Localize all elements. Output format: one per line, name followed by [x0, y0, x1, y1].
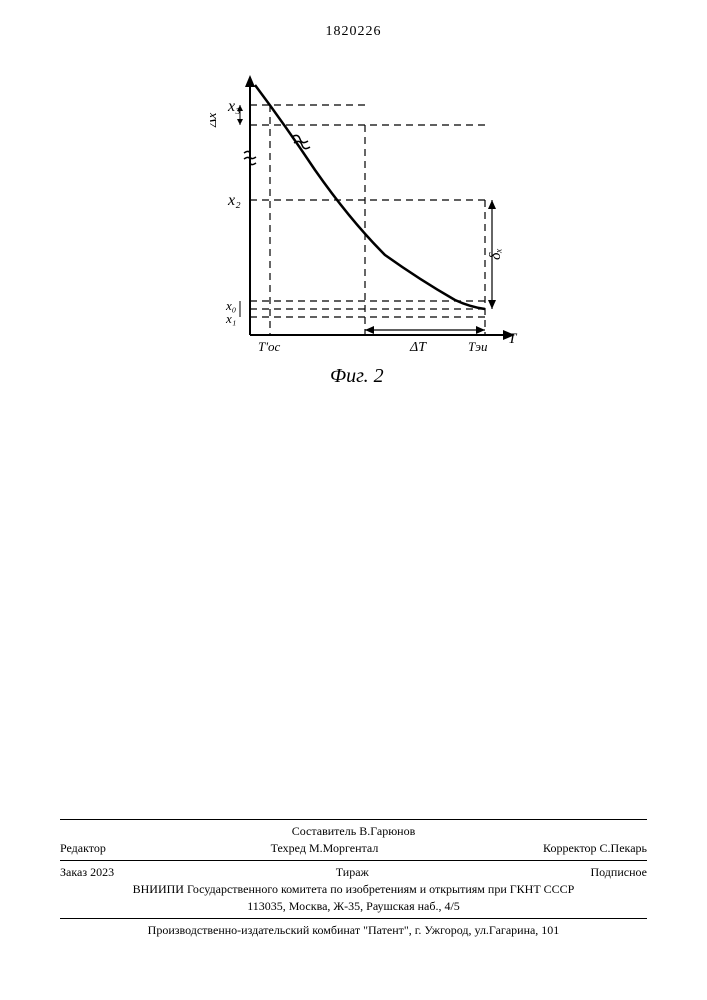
footer-corrector: Корректор С.Пекарь — [543, 841, 647, 856]
y-label-x1: x₁ — [225, 311, 236, 326]
footer-circulation: Тираж — [336, 865, 369, 880]
x-axis-label: T — [508, 331, 518, 347]
tech-editor-label: Техред — [271, 841, 306, 855]
tech-editor-name: М.Моргентал — [309, 841, 378, 855]
footer-tech-editor: Техред М.Моргентал — [271, 841, 379, 856]
footer-editor: Редактор — [60, 841, 106, 856]
corrector-label: Корректор — [543, 841, 597, 855]
order-label: Заказ — [60, 865, 87, 879]
footer-org1: ВНИИПИ Государственного комитета по изоб… — [60, 882, 647, 897]
figure-caption: Фиг. 2 — [330, 365, 384, 388]
y-label-dx: Δx — [210, 112, 220, 128]
footer-credits-row2: Редактор Техред М.Моргентал Корректор С.… — [60, 841, 647, 856]
compiler-label: Составитель — [292, 824, 356, 838]
page-number: 1820226 — [326, 24, 382, 40]
footer-order: Заказ 2023 — [60, 865, 114, 880]
order-number: 2023 — [90, 865, 114, 879]
x-label-dt: ΔT — [409, 340, 427, 355]
corrector-name: С.Пекарь — [600, 841, 647, 855]
x-label-tei: Tэи — [468, 339, 488, 354]
y-label-x2: x₂ — [227, 192, 241, 209]
figure-svg: δₓ x₃ Δx x₂ x₀ x₁ T'ос ΔT Tэи T — [210, 65, 530, 365]
compiler-name: В.Гарюнов — [359, 824, 415, 838]
curve-break-mark — [292, 135, 310, 148]
y-axis-break-mark — [244, 151, 256, 164]
footer: Составитель В.Гарюнов Редактор Техред М.… — [60, 815, 647, 940]
footer-compiler: Составитель В.Гарюнов — [292, 824, 416, 839]
delta-t-arrow-l — [365, 326, 374, 334]
dx-bracket-bot — [237, 119, 243, 125]
footer-org2: 113035, Москва, Ж-35, Раушская наб., 4/5 — [60, 899, 647, 914]
delta-x-arrow-top — [488, 200, 496, 209]
figure-2: δₓ x₃ Δx x₂ x₀ x₁ T'ос ΔT Tэи T — [210, 65, 530, 365]
footer-order-row: Заказ 2023 Тираж Подписное — [60, 865, 647, 880]
y-axis-arrow — [245, 75, 255, 87]
curve — [255, 85, 485, 309]
footer-subscription: Подписное — [590, 865, 647, 880]
footer-publisher: Производственно-издательский комбинат "П… — [60, 923, 647, 938]
footer-credits-row1: Составитель В.Гарюнов — [60, 824, 647, 839]
y-label-x3: x₃ — [227, 98, 241, 115]
delta-t-arrow-r — [476, 326, 485, 334]
delta-x-arrow-bot — [488, 300, 496, 309]
delta-x-label: δₓ — [487, 248, 504, 260]
x-label-toc: T'ос — [258, 339, 281, 354]
